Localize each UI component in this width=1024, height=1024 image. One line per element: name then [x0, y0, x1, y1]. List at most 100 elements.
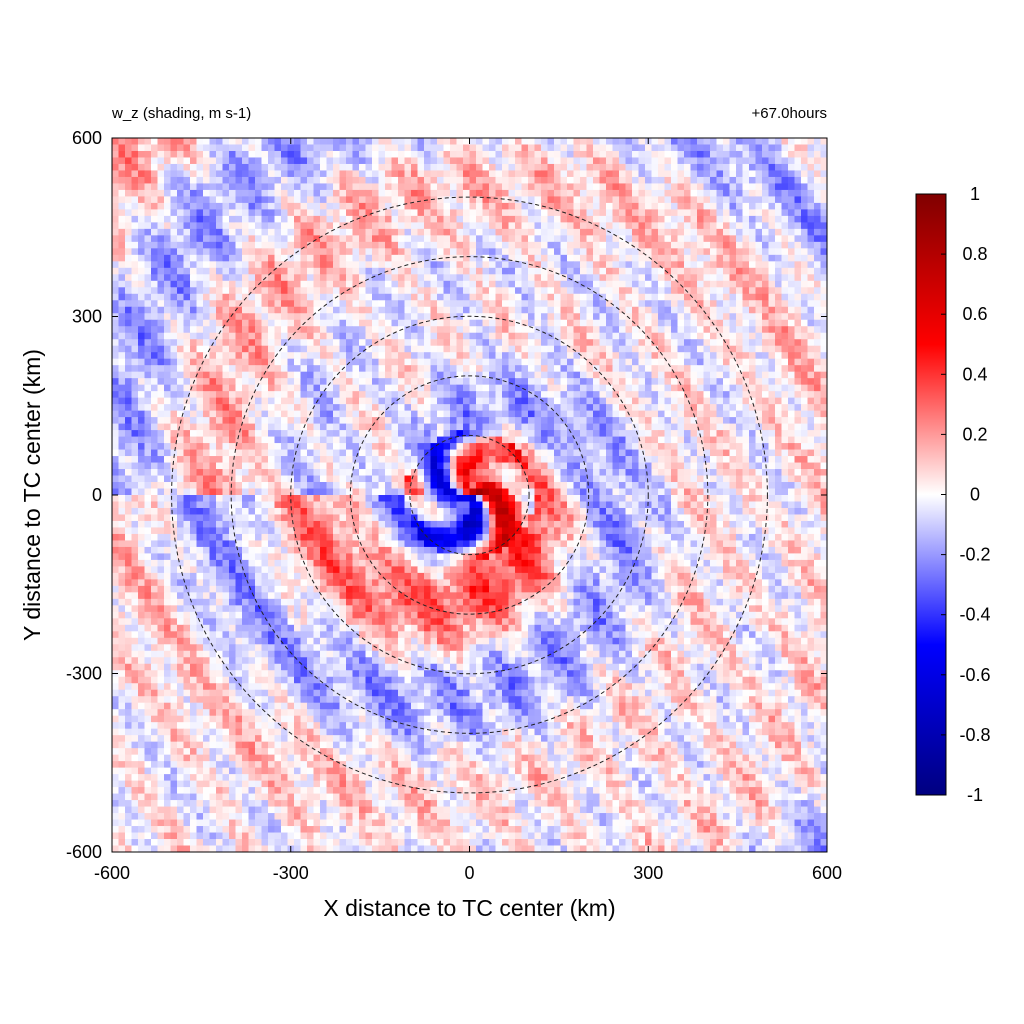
heatmap-cell — [437, 215, 444, 223]
heatmap-cell — [463, 313, 470, 321]
heatmap-cell — [625, 384, 633, 392]
heatmap-cell — [729, 150, 737, 158]
heatmap-cell — [144, 202, 152, 210]
heatmap-cell — [248, 404, 256, 412]
heatmap-cell — [749, 365, 756, 373]
heatmap-cell — [768, 417, 776, 424]
heatmap-cell — [177, 430, 184, 437]
heatmap-cell — [651, 365, 659, 373]
heatmap-cell — [203, 391, 210, 399]
heatmap-cell — [515, 261, 522, 269]
heatmap-cell — [333, 391, 340, 399]
heatmap-cell — [801, 254, 808, 262]
heatmap-cell — [268, 228, 275, 236]
heatmap-cell — [131, 397, 139, 405]
heatmap-cell — [580, 326, 587, 334]
heatmap-cell — [209, 417, 217, 424]
heatmap-cell — [684, 339, 691, 347]
heatmap-cell — [547, 189, 555, 197]
heatmap-cell — [138, 176, 145, 184]
heatmap-cell — [710, 176, 717, 184]
heatmap-cell — [645, 397, 652, 405]
heatmap-cell — [196, 267, 204, 275]
heatmap-cell — [482, 300, 490, 308]
heatmap-cell — [190, 326, 197, 334]
heatmap-cell — [606, 202, 613, 210]
heatmap-cell — [157, 202, 165, 210]
heatmap-cell — [144, 274, 152, 282]
heatmap-cell — [443, 274, 451, 282]
heatmap-cell — [586, 410, 594, 418]
heatmap-cell — [729, 306, 737, 314]
heatmap-cell — [112, 319, 119, 327]
heatmap-cell — [801, 280, 808, 288]
heatmap-cell — [671, 157, 678, 165]
heatmap-cell — [768, 300, 776, 308]
heatmap-cell — [313, 358, 321, 366]
heatmap-cell — [768, 280, 776, 288]
heatmap-cell — [261, 215, 269, 223]
heatmap-cell — [684, 228, 691, 236]
heatmap-cell — [768, 371, 776, 379]
heatmap-cell — [593, 306, 600, 314]
heatmap-cell — [144, 423, 152, 431]
heatmap-cell — [690, 378, 698, 386]
heatmap-cell — [606, 397, 613, 405]
heatmap-cell — [118, 267, 126, 275]
heatmap-cell — [664, 183, 672, 191]
heatmap-cell — [651, 313, 659, 321]
heatmap-cell — [489, 358, 496, 366]
heatmap-cell — [619, 163, 626, 171]
heatmap-cell — [807, 306, 815, 314]
heatmap-cell — [508, 163, 516, 171]
heatmap-cell — [619, 345, 626, 353]
heatmap-cell — [157, 352, 165, 360]
heatmap-cell — [619, 417, 626, 424]
heatmap-cell — [560, 391, 568, 399]
heatmap-cell — [508, 371, 516, 379]
heatmap-cell — [528, 378, 535, 386]
heatmap-cell — [118, 189, 126, 197]
heatmap-cell — [281, 144, 288, 152]
heatmap-cell — [482, 267, 490, 275]
heatmap-cell — [313, 319, 321, 327]
heatmap-cell — [248, 209, 256, 217]
heatmap-cell — [216, 183, 223, 191]
heatmap-cell — [710, 423, 717, 431]
heatmap-cell — [307, 417, 314, 424]
heatmap-cell — [437, 404, 444, 412]
heatmap-cell — [768, 170, 776, 178]
heatmap-cell — [255, 391, 262, 399]
heatmap-cell — [281, 384, 288, 392]
heatmap-cell — [580, 384, 587, 392]
heatmap-cell — [664, 404, 672, 412]
heatmap-cell — [411, 287, 418, 295]
heatmap-cell — [170, 176, 178, 184]
heatmap-cell — [567, 306, 574, 314]
heatmap-cell — [430, 332, 438, 340]
heatmap-cell — [437, 248, 444, 256]
heatmap-cell — [131, 170, 139, 178]
heatmap-cell — [794, 319, 802, 327]
heatmap-cell — [664, 261, 672, 269]
heatmap-cell — [359, 183, 366, 191]
heatmap-cell — [235, 313, 243, 321]
heatmap-cell — [248, 215, 256, 223]
heatmap-cell — [196, 332, 204, 340]
heatmap-cell — [749, 235, 756, 243]
heatmap-cell — [450, 397, 457, 405]
heatmap-cell — [469, 176, 477, 184]
heatmap-cell — [294, 384, 301, 392]
heatmap-cell — [820, 293, 827, 301]
heatmap-cell — [807, 209, 815, 217]
heatmap-cell — [612, 417, 620, 424]
heatmap-cell — [482, 371, 490, 379]
heatmap-cell — [599, 352, 607, 360]
heatmap-cell — [450, 267, 457, 275]
heatmap-cell — [151, 339, 158, 347]
heatmap-cell — [502, 300, 509, 308]
heatmap-cell — [625, 248, 633, 256]
heatmap-cell — [762, 313, 769, 321]
heatmap-cell — [242, 261, 249, 269]
heatmap-cell — [235, 261, 243, 269]
